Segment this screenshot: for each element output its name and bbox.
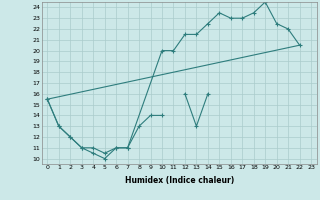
X-axis label: Humidex (Indice chaleur): Humidex (Indice chaleur) [124, 176, 234, 185]
